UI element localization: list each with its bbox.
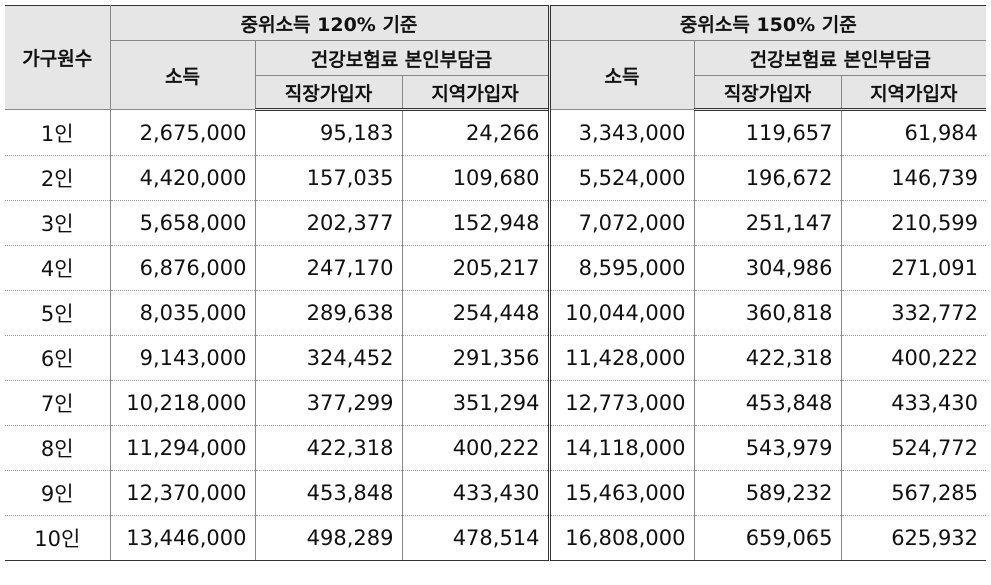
table-row: 9인 12,370,000 453,848 433,430 15,463,000… bbox=[5, 470, 987, 516]
premium-header-120: 건강보험료 본인부담금 bbox=[254, 40, 550, 76]
income-120-cell: 6,876,000 bbox=[109, 245, 256, 291]
household-cell: 10인 bbox=[5, 515, 111, 561]
regional-120-cell: 291,356 bbox=[401, 335, 550, 381]
regional-120-cell: 351,294 bbox=[401, 380, 550, 426]
regional-150-cell: 625,932 bbox=[840, 515, 987, 561]
employee-header-120: 직장가입자 bbox=[254, 75, 403, 111]
household-header: 가구원수 bbox=[5, 5, 111, 110]
household-cell: 1인 bbox=[5, 109, 111, 156]
table-row: 6인 9,143,000 324,452 291,356 11,428,000 … bbox=[5, 335, 987, 381]
income-120-cell: 12,370,000 bbox=[109, 470, 256, 516]
employee-150-cell: 251,147 bbox=[693, 200, 842, 246]
income-120-cell: 13,446,000 bbox=[109, 515, 256, 561]
regional-120-cell: 254,448 bbox=[401, 290, 550, 336]
income-150-cell: 12,773,000 bbox=[547, 380, 695, 426]
group-header-120: 중위소득 120% 기준 bbox=[109, 5, 550, 41]
employee-150-cell: 119,657 bbox=[693, 109, 842, 156]
regional-150-cell: 271,091 bbox=[840, 245, 987, 291]
employee-150-cell: 422,318 bbox=[693, 335, 842, 381]
employee-120-cell: 202,377 bbox=[254, 200, 403, 246]
income-150-cell: 8,595,000 bbox=[547, 245, 695, 291]
employee-150-cell: 659,065 bbox=[693, 515, 842, 561]
regional-150-cell: 146,739 bbox=[840, 155, 987, 201]
household-cell: 3인 bbox=[5, 200, 111, 246]
income-150-cell: 5,524,000 bbox=[547, 155, 695, 201]
employee-120-cell: 498,289 bbox=[254, 515, 403, 561]
table-row: 5인 8,035,000 289,638 254,448 10,044,000 … bbox=[5, 290, 987, 336]
table-row: 1인 2,675,000 95,183 24,266 3,343,000 119… bbox=[5, 109, 987, 156]
premium-table: 가구원수 중위소득 120% 기준 중위소득 150% 기준 소득 건강보험료 … bbox=[5, 5, 987, 561]
employee-120-cell: 324,452 bbox=[254, 335, 403, 381]
regional-120-cell: 24,266 bbox=[401, 109, 550, 156]
group-header-150: 중위소득 150% 기준 bbox=[547, 5, 987, 41]
household-cell: 7인 bbox=[5, 380, 111, 426]
income-120-cell: 2,675,000 bbox=[109, 109, 256, 156]
regional-150-cell: 567,285 bbox=[840, 470, 987, 516]
regional-150-cell: 210,599 bbox=[840, 200, 987, 246]
income-120-cell: 4,420,000 bbox=[109, 155, 256, 201]
employee-120-cell: 157,035 bbox=[254, 155, 403, 201]
table-row: 7인 10,218,000 377,299 351,294 12,773,000… bbox=[5, 380, 987, 426]
table-row: 10인 13,446,000 498,289 478,514 16,808,00… bbox=[5, 515, 987, 561]
employee-header-150: 직장가입자 bbox=[693, 75, 842, 111]
employee-120-cell: 247,170 bbox=[254, 245, 403, 291]
employee-150-cell: 360,818 bbox=[693, 290, 842, 336]
income-120-cell: 8,035,000 bbox=[109, 290, 256, 336]
employee-150-cell: 589,232 bbox=[693, 470, 842, 516]
regional-120-cell: 152,948 bbox=[401, 200, 550, 246]
employee-120-cell: 422,318 bbox=[254, 425, 403, 471]
income-150-cell: 10,044,000 bbox=[547, 290, 695, 336]
regional-header-120: 지역가입자 bbox=[401, 75, 550, 111]
income-header-150: 소득 bbox=[547, 40, 695, 110]
income-150-cell: 14,118,000 bbox=[547, 425, 695, 471]
employee-150-cell: 196,672 bbox=[693, 155, 842, 201]
household-cell: 4인 bbox=[5, 245, 111, 291]
regional-120-cell: 433,430 bbox=[401, 470, 550, 516]
regional-120-cell: 400,222 bbox=[401, 425, 550, 471]
income-header-120: 소득 bbox=[109, 40, 256, 110]
income-120-cell: 10,218,000 bbox=[109, 380, 256, 426]
table-header: 가구원수 중위소득 120% 기준 중위소득 150% 기준 소득 건강보험료 … bbox=[5, 5, 987, 111]
income-150-cell: 15,463,000 bbox=[547, 470, 695, 516]
employee-150-cell: 453,848 bbox=[693, 380, 842, 426]
table-body: 1인 2,675,000 95,183 24,266 3,343,000 119… bbox=[5, 109, 987, 561]
table-row: 4인 6,876,000 247,170 205,217 8,595,000 3… bbox=[5, 245, 987, 291]
household-cell: 6인 bbox=[5, 335, 111, 381]
income-120-cell: 9,143,000 bbox=[109, 335, 256, 381]
premium-header-150: 건강보험료 본인부담금 bbox=[693, 40, 987, 76]
table-row: 2인 4,420,000 157,035 109,680 5,524,000 1… bbox=[5, 155, 987, 201]
regional-150-cell: 524,772 bbox=[840, 425, 987, 471]
household-cell: 2인 bbox=[5, 155, 111, 201]
regional-header-150: 지역가입자 bbox=[840, 75, 987, 111]
employee-120-cell: 95,183 bbox=[254, 109, 403, 156]
household-cell: 9인 bbox=[5, 470, 111, 516]
income-120-cell: 5,658,000 bbox=[109, 200, 256, 246]
household-cell: 5인 bbox=[5, 290, 111, 336]
income-120-cell: 11,294,000 bbox=[109, 425, 256, 471]
regional-150-cell: 433,430 bbox=[840, 380, 987, 426]
employee-150-cell: 304,986 bbox=[693, 245, 842, 291]
regional-150-cell: 332,772 bbox=[840, 290, 987, 336]
regional-150-cell: 61,984 bbox=[840, 109, 987, 156]
regional-120-cell: 478,514 bbox=[401, 515, 550, 561]
employee-120-cell: 453,848 bbox=[254, 470, 403, 516]
household-cell: 8인 bbox=[5, 425, 111, 471]
employee-120-cell: 377,299 bbox=[254, 380, 403, 426]
table-row: 8인 11,294,000 422,318 400,222 14,118,000… bbox=[5, 425, 987, 471]
table-row: 3인 5,658,000 202,377 152,948 7,072,000 2… bbox=[5, 200, 987, 246]
income-150-cell: 16,808,000 bbox=[547, 515, 695, 561]
income-150-cell: 3,343,000 bbox=[547, 109, 695, 156]
regional-120-cell: 109,680 bbox=[401, 155, 550, 201]
income-150-cell: 7,072,000 bbox=[547, 200, 695, 246]
employee-120-cell: 289,638 bbox=[254, 290, 403, 336]
income-150-cell: 11,428,000 bbox=[547, 335, 695, 381]
employee-150-cell: 543,979 bbox=[693, 425, 842, 471]
regional-150-cell: 400,222 bbox=[840, 335, 987, 381]
regional-120-cell: 205,217 bbox=[401, 245, 550, 291]
